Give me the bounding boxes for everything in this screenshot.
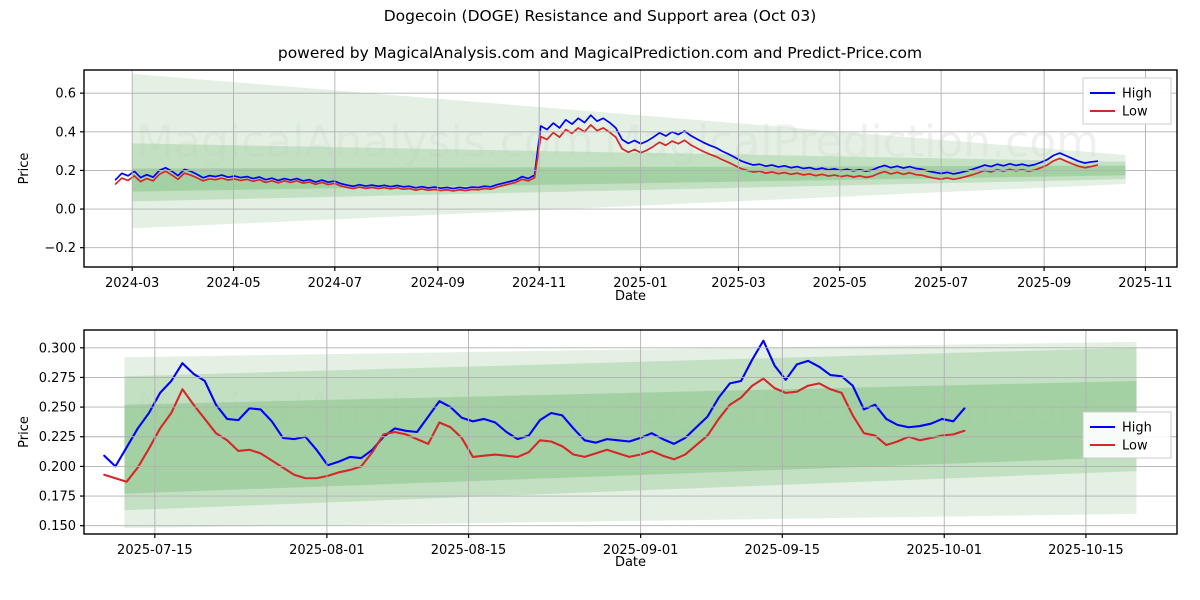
x-axis-label: Date: [615, 555, 646, 570]
x-tick-label: 2025-11: [1118, 276, 1172, 291]
y-tick-label: 0.2: [55, 164, 76, 179]
legend-overview: High Low: [1082, 77, 1172, 125]
x-tick-label: 2025-05: [813, 276, 867, 291]
legend-label-high: High: [1122, 87, 1152, 102]
chart-panel-zoom: MagicalAnalysis.comMagicalPrediction.com…: [17, 329, 1178, 570]
y-axis-label: Price: [17, 416, 32, 448]
legend-label-high: High: [1122, 421, 1152, 436]
y-tick-label: 0.150: [39, 519, 76, 534]
y-tick-label: 0.250: [39, 401, 76, 416]
x-tick-label: 2025-09-15: [745, 543, 821, 558]
band-inner-band: [124, 381, 1137, 494]
legend-zoom: High Low: [1082, 411, 1172, 459]
x-axis-label: Date: [615, 289, 646, 304]
x-tick-label: 2024-05: [206, 276, 260, 291]
series-line-high: [114, 114, 1099, 190]
y-tick-label: 0.200: [39, 460, 76, 475]
x-tick-label: 2025-09: [1017, 276, 1071, 291]
y-tick-label: 0.0: [55, 203, 76, 218]
y-axis-label: Price: [17, 153, 32, 185]
series-line-high: [103, 339, 966, 468]
x-tick-label: 2025-07-15: [117, 543, 193, 558]
plot-border: [83, 69, 1178, 268]
plot-content: MagicalAnalysis.comMagicalPrediction.com: [114, 73, 1126, 229]
plot-border: [83, 329, 1178, 535]
series-line-low: [103, 377, 966, 483]
x-tick-label: 2024-07: [308, 276, 362, 291]
series-line-low: [114, 124, 1099, 192]
x-tick-label: 2025-07: [914, 276, 968, 291]
x-tick-label: 2025-10-15: [1048, 543, 1124, 558]
plot-content: MagicalAnalysis.comMagicalPrediction.com: [103, 339, 1137, 529]
x-tick-label: 2025-09-01: [603, 543, 679, 558]
legend-box: [1082, 77, 1172, 125]
page-title: Dogecoin (DOGE) Resistance and Support a…: [383, 7, 817, 25]
x-tick-label: 2025-10-01: [906, 543, 982, 558]
x-tick-label: 2025-01: [613, 276, 667, 291]
x-tick-label: 2024-11: [512, 276, 566, 291]
legend-box: [1082, 411, 1172, 459]
y-tick-label: 0.225: [39, 430, 76, 445]
legend-label-low: Low: [1122, 439, 1148, 454]
x-tick-label: 2025-08-01: [289, 543, 365, 558]
x-tick-label: 2025-08-15: [431, 543, 507, 558]
x-tick-label: 2025-03: [711, 276, 765, 291]
y-tick-label: 0.300: [39, 341, 76, 356]
x-tick-label: 2024-03: [105, 276, 159, 291]
legend-label-low: Low: [1122, 105, 1148, 120]
y-tick-label: 0.4: [55, 125, 76, 140]
y-tick-label: −0.2: [44, 241, 76, 256]
chart-panel-overview: MagicalAnalysis.comMagicalPrediction.com…: [17, 69, 1178, 304]
y-tick-label: 0.275: [39, 371, 76, 386]
y-tick-label: 0.175: [39, 490, 76, 505]
page-subtitle: powered by MagicalAnalysis.com and Magic…: [277, 44, 923, 62]
y-tick-label: 0.6: [55, 87, 76, 102]
x-tick-label: 2024-09: [411, 276, 465, 291]
